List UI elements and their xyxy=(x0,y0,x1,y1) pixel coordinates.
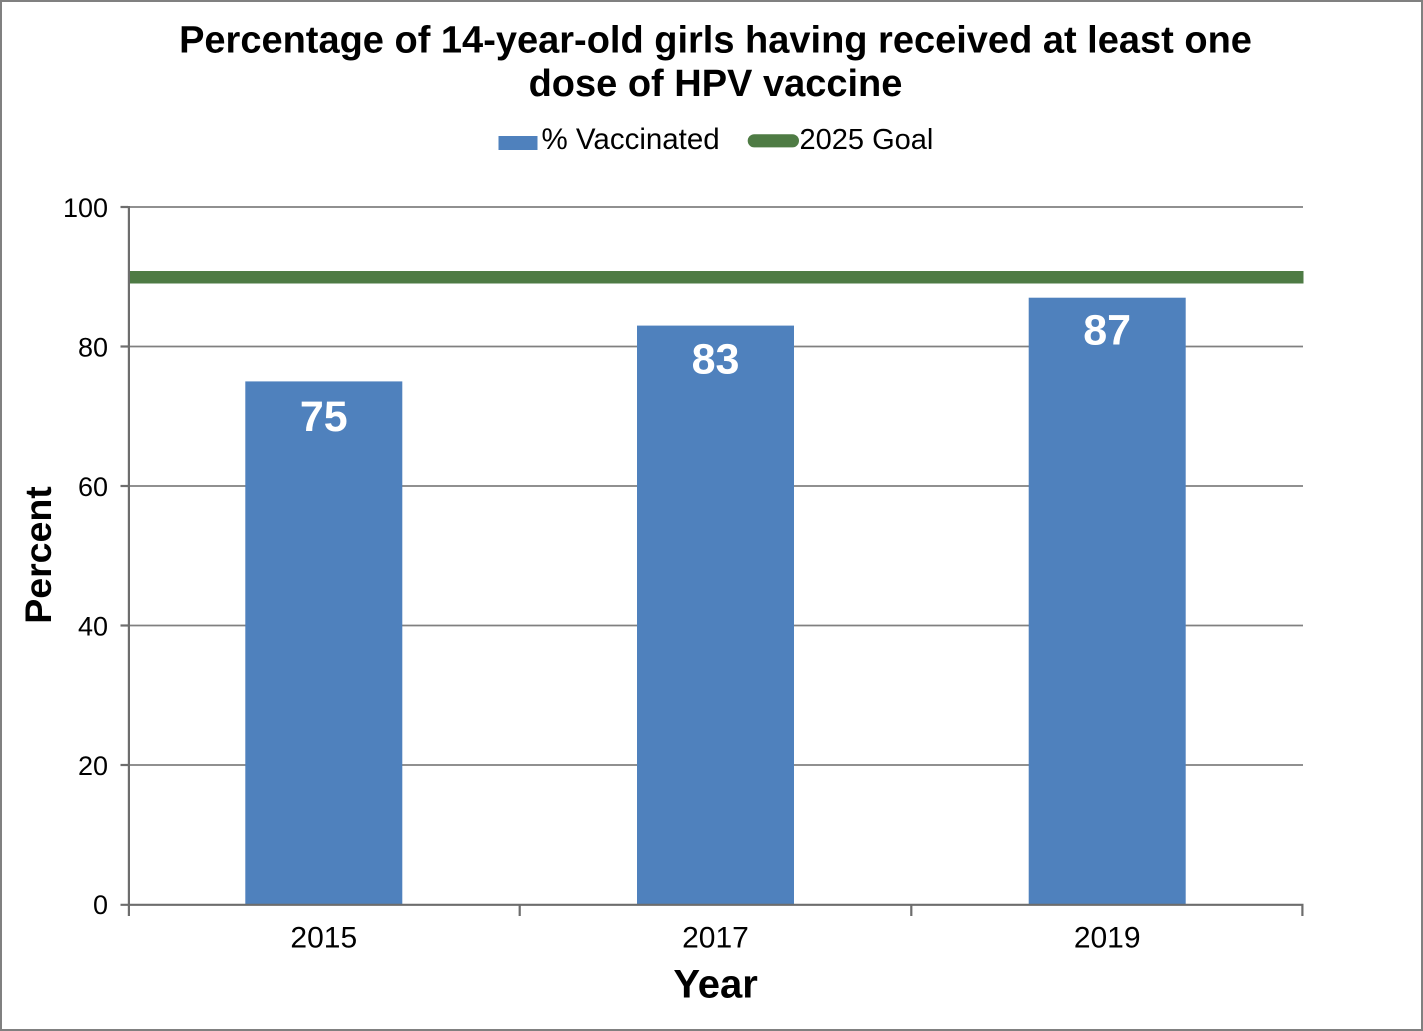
svg-text:83: 83 xyxy=(692,336,740,384)
svg-text:75: 75 xyxy=(300,393,348,441)
svg-text:80: 80 xyxy=(78,332,108,362)
svg-text:2025 Goal: 2025 Goal xyxy=(800,124,934,156)
svg-text:100: 100 xyxy=(63,193,108,223)
svg-text:0: 0 xyxy=(93,890,108,920)
svg-text:20: 20 xyxy=(78,751,108,781)
svg-text:Year: Year xyxy=(673,962,758,1006)
svg-text:Percentage of 14-year-old girl: Percentage of 14-year-old girls having r… xyxy=(179,20,1252,62)
svg-text:2019: 2019 xyxy=(1074,922,1141,955)
svg-text:87: 87 xyxy=(1083,307,1131,355)
svg-text:2017: 2017 xyxy=(682,922,749,955)
svg-text:% Vaccinated: % Vaccinated xyxy=(542,123,720,156)
svg-text:2015: 2015 xyxy=(290,922,357,955)
svg-text:Percent: Percent xyxy=(17,486,59,624)
svg-text:60: 60 xyxy=(78,472,108,502)
svg-text:dose of HPV vaccine: dose of HPV vaccine xyxy=(529,63,903,105)
svg-text:40: 40 xyxy=(78,611,108,641)
